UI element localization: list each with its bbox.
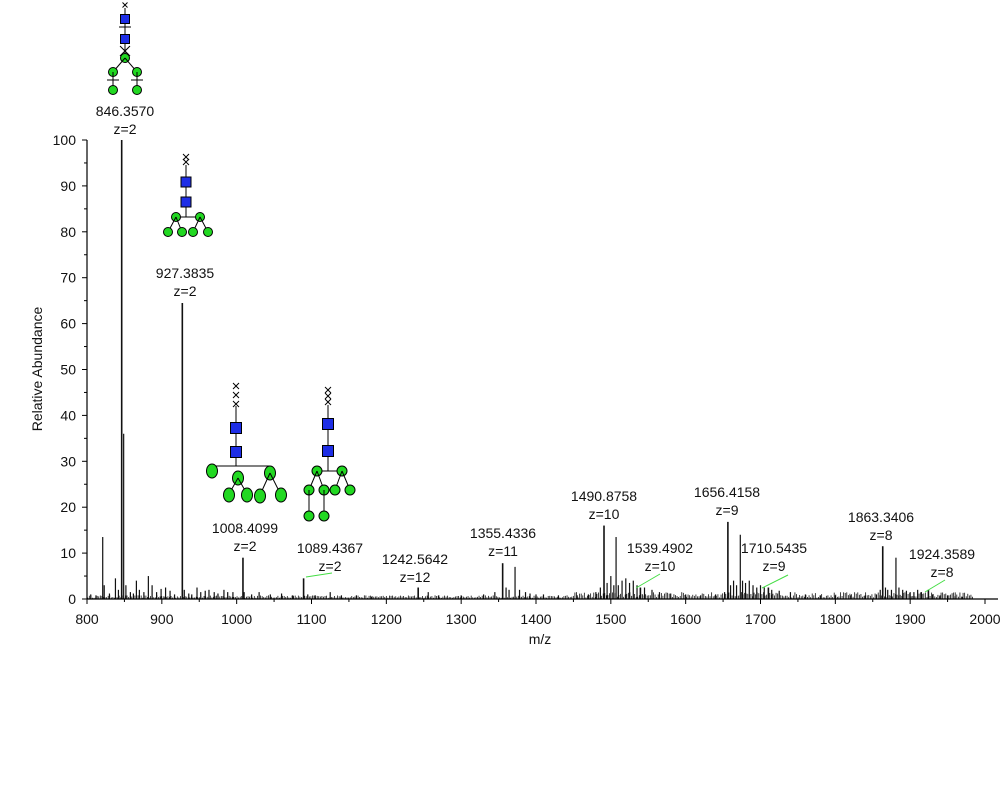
y-tick-label: 80: [60, 224, 76, 240]
x-tick-label: 1700: [745, 611, 776, 627]
glycan-bond: [324, 386, 332, 394]
hexose-circle: [188, 227, 198, 237]
y-axis-title: Relative Abundance: [29, 307, 45, 432]
glycan-structures: [107, 2, 356, 522]
y-tick-label: 20: [60, 499, 76, 515]
hexnac-square: [230, 446, 242, 458]
peak-charge-label: z=8: [870, 527, 893, 543]
glycan-bond: [232, 391, 240, 399]
peak-charge-label: z=9: [763, 558, 786, 574]
x-tick-label: 1600: [670, 611, 701, 627]
glycan-bond: [232, 382, 240, 390]
hexose-circle: [223, 487, 235, 503]
peak-charge-label: z=2: [174, 283, 197, 299]
hexose-circle: [177, 227, 187, 237]
hexose-circle: [344, 484, 356, 496]
label-leader-line: [761, 574, 789, 589]
y-tick-label: 0: [68, 591, 76, 607]
y-tick-label: 60: [60, 316, 76, 332]
peak-mz-label: 1924.3589: [909, 546, 975, 562]
x-tick-label: 1100: [296, 611, 326, 627]
hexnac-square: [180, 176, 192, 188]
peak-mz-label: 1242.5642: [382, 551, 448, 567]
hexnac-square: [230, 422, 242, 434]
glycan-bond: [182, 153, 190, 161]
hexose-circle: [108, 85, 118, 95]
peak-charge-label: z=10: [645, 558, 676, 574]
x-axis-title: m/z: [529, 631, 552, 647]
peak-mz-label: 1008.4099: [212, 520, 278, 536]
hexose-circle: [303, 510, 315, 522]
peak-charge-label: z=10: [589, 506, 620, 522]
y-tick-label: 100: [53, 132, 77, 148]
hexose-circle: [132, 85, 142, 95]
peak-mz-label: 846.3570: [96, 103, 155, 119]
peak-labels: 846.3570 z=2 927.3835 z=2 1008.4099 z=2 1089.4…: [96, 103, 975, 593]
peak-mz-label: 1710.5435: [741, 540, 807, 556]
y-tick-label: 30: [60, 453, 76, 469]
peak-mz-label: 1490.8758: [571, 488, 637, 504]
hexose-circle: [254, 488, 266, 504]
x-tick-label: 1400: [520, 611, 551, 627]
x-tick-label: 1300: [446, 611, 477, 627]
peak-charge-label: z=2: [114, 121, 137, 137]
peak-charge-label: z=8: [931, 564, 954, 580]
glycan-bond: [122, 2, 128, 8]
peak-mz-label: 1355.4336: [470, 525, 536, 541]
hexnac-square: [120, 34, 130, 44]
x-tick-label: 1900: [895, 611, 926, 627]
hexose-circle: [318, 510, 330, 522]
peak-mz-label: 927.3835: [156, 265, 215, 281]
hexnac-square: [322, 418, 334, 430]
axes: 800 900 1000 1100 1200 1300 1400 1500 1600 1700 18…: [53, 132, 1001, 627]
peak-charge-label: z=12: [400, 569, 431, 585]
y-tick-label: 90: [60, 178, 76, 194]
peak-mz-label: 1539.4902: [627, 540, 693, 556]
label-leader-line: [305, 572, 333, 578]
label-leader-line: [635, 573, 661, 589]
y-tick-label: 70: [60, 270, 76, 286]
x-tick-label: 1500: [595, 611, 626, 627]
peak-mz-label: 1863.3406: [848, 509, 914, 525]
peak-charge-label: z=9: [716, 502, 739, 518]
glycan-bond: [232, 400, 240, 408]
x-tick-label: 900: [150, 611, 174, 627]
peak-mz-label: 1656.4158: [694, 484, 760, 500]
x-tick-label: 2000: [969, 611, 1000, 627]
hexose-circle: [163, 227, 173, 237]
glycan-bond: [324, 398, 332, 406]
peak-charge-label: z=2: [319, 558, 342, 574]
x-tick-label: 800: [75, 611, 99, 627]
hexose-circle: [203, 227, 213, 237]
x-tick-label: 1000: [221, 611, 252, 627]
hexose-circle: [329, 484, 341, 496]
glycan-bond: [324, 392, 332, 400]
peak-charge-label: z=11: [488, 543, 518, 559]
hexnac-square: [322, 445, 334, 457]
peak-charge-label: z=2: [234, 538, 257, 554]
label-leader-line: [924, 579, 946, 593]
x-tick-label: 1800: [820, 611, 851, 627]
y-tick-label: 40: [60, 407, 76, 423]
y-tick-label: 50: [60, 362, 76, 378]
hexnac-square: [180, 196, 192, 208]
x-tick-label: 1200: [371, 611, 402, 627]
hexose-circle: [275, 487, 287, 503]
hexnac-square: [120, 14, 130, 24]
y-tick-label: 10: [60, 545, 76, 561]
glycan-bond: [182, 158, 190, 166]
peak-mz-label: 1089.4367: [297, 540, 363, 556]
hexose-circle: [241, 487, 253, 503]
hexose-circle: [206, 463, 218, 479]
